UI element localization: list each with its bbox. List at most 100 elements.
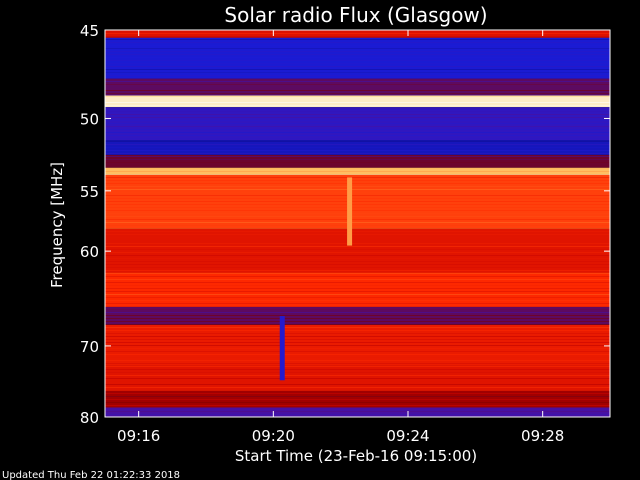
frequency-band: [105, 37, 610, 79]
texture-line: [105, 288, 610, 289]
texture-line: [105, 405, 610, 406]
texture-line: [105, 201, 610, 202]
texture-line: [105, 294, 610, 295]
texture-line: [105, 177, 610, 178]
texture-line: [105, 96, 610, 97]
texture-line: [105, 261, 610, 262]
texture-line: [105, 255, 610, 256]
texture-line: [105, 366, 610, 367]
texture-line: [105, 375, 610, 376]
x-axis-ticks: 09:16 09:20 09:24 09:28: [117, 30, 564, 445]
texture-line: [105, 216, 610, 217]
texture-line: [105, 75, 610, 76]
texture-line: [105, 90, 610, 91]
texture-line: [105, 81, 610, 82]
texture-line: [105, 363, 610, 364]
texture-line: [105, 345, 610, 346]
texture-line: [105, 63, 610, 64]
texture-line: [105, 372, 610, 373]
texture-line: [105, 180, 610, 181]
texture-line: [105, 93, 610, 94]
texture-line: [105, 351, 610, 352]
texture-line: [105, 378, 610, 379]
texture-line: [105, 348, 610, 349]
texture-line: [105, 45, 610, 46]
texture-line: [105, 171, 610, 172]
texture-line: [105, 402, 610, 403]
texture-line: [105, 285, 610, 286]
texture-line: [105, 399, 610, 400]
texture-line: [105, 306, 610, 307]
texture-line: [105, 231, 610, 232]
chart-title: Solar radio Flux (Glasgow): [224, 3, 487, 27]
texture-line: [105, 129, 610, 130]
spectrogram-plot: [104, 29, 611, 418]
texture-line: [105, 141, 610, 142]
burst-event: [347, 177, 353, 246]
texture-line: [105, 111, 610, 112]
texture-line: [105, 252, 610, 253]
texture-line: [105, 207, 610, 208]
texture-line: [105, 57, 610, 58]
texture-line: [105, 174, 610, 175]
texture-line: [105, 390, 610, 391]
texture-line: [105, 162, 610, 163]
texture-line: [105, 336, 610, 337]
texture-line: [105, 333, 610, 334]
texture-line: [105, 54, 610, 55]
texture-line: [105, 87, 610, 88]
texture-line: [105, 246, 610, 247]
texture-line: [105, 327, 610, 328]
texture-line: [105, 234, 610, 235]
texture-line: [105, 183, 610, 184]
texture-line: [105, 360, 610, 361]
texture-line: [105, 267, 610, 268]
x-axis-label: Start Time (23-Feb-16 09:15:00): [235, 447, 477, 465]
texture-line: [105, 297, 610, 298]
y-tick-label: 55: [80, 183, 99, 201]
texture-line: [105, 387, 610, 388]
texture-line: [105, 126, 610, 127]
y-tick-label: 50: [80, 110, 99, 128]
texture-line: [105, 114, 610, 115]
x-tick-label: 09:16: [117, 427, 160, 445]
texture-line: [105, 51, 610, 52]
texture-line: [105, 411, 610, 412]
texture-line: [105, 186, 610, 187]
texture-line: [105, 213, 610, 214]
texture-line: [105, 102, 610, 103]
texture-line: [105, 198, 610, 199]
texture-line: [105, 243, 610, 244]
x-tick-label: 09:20: [252, 427, 295, 445]
texture-line: [105, 84, 610, 85]
texture-line: [105, 195, 610, 196]
texture-line: [105, 60, 610, 61]
texture-line: [105, 204, 610, 205]
texture-line: [105, 144, 610, 145]
texture-line: [105, 369, 610, 370]
texture-line: [105, 270, 610, 271]
texture-line: [105, 69, 610, 70]
texture-line: [105, 150, 610, 151]
texture-line: [105, 72, 610, 73]
texture-line: [105, 276, 610, 277]
texture-line: [105, 189, 610, 190]
texture-line: [105, 147, 610, 148]
texture-line: [105, 219, 610, 220]
frequency-band: [105, 78, 610, 96]
texture-line: [105, 108, 610, 109]
texture-line: [105, 66, 610, 67]
y-tick-label: 60: [80, 243, 99, 261]
x-tick-label: 09:28: [521, 427, 564, 445]
texture-line: [105, 138, 610, 139]
texture-line: [105, 393, 610, 394]
texture-line: [105, 279, 610, 280]
texture-line: [105, 318, 610, 319]
frequency-band: [105, 272, 610, 307]
texture-line: [105, 330, 610, 331]
y-tick-label: 80: [80, 409, 99, 427]
texture-line: [105, 309, 610, 310]
texture-line: [105, 249, 610, 250]
frequency-band: [105, 154, 610, 168]
